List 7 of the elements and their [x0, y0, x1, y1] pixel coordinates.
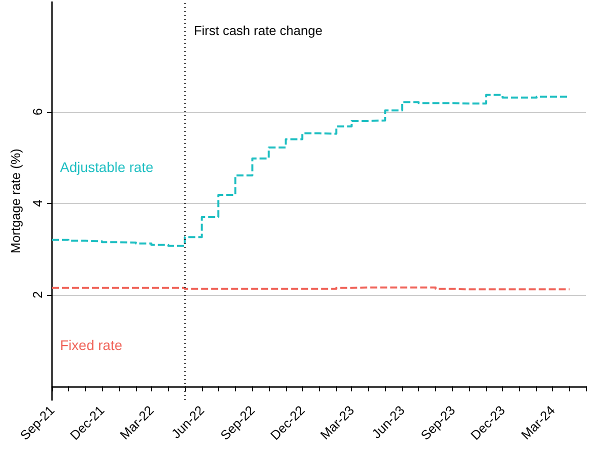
y-tick-label: 2 — [30, 291, 45, 298]
ref-line-label: First cash rate change — [194, 23, 322, 38]
text: Fixed rate — [60, 336, 122, 353]
y-tick-label: 4 — [30, 200, 45, 207]
y-tick-label: 6 — [30, 108, 45, 116]
text: Adjustable rate — [60, 158, 154, 175]
y-axis-title: Mortgage rate (%) — [8, 148, 23, 254]
